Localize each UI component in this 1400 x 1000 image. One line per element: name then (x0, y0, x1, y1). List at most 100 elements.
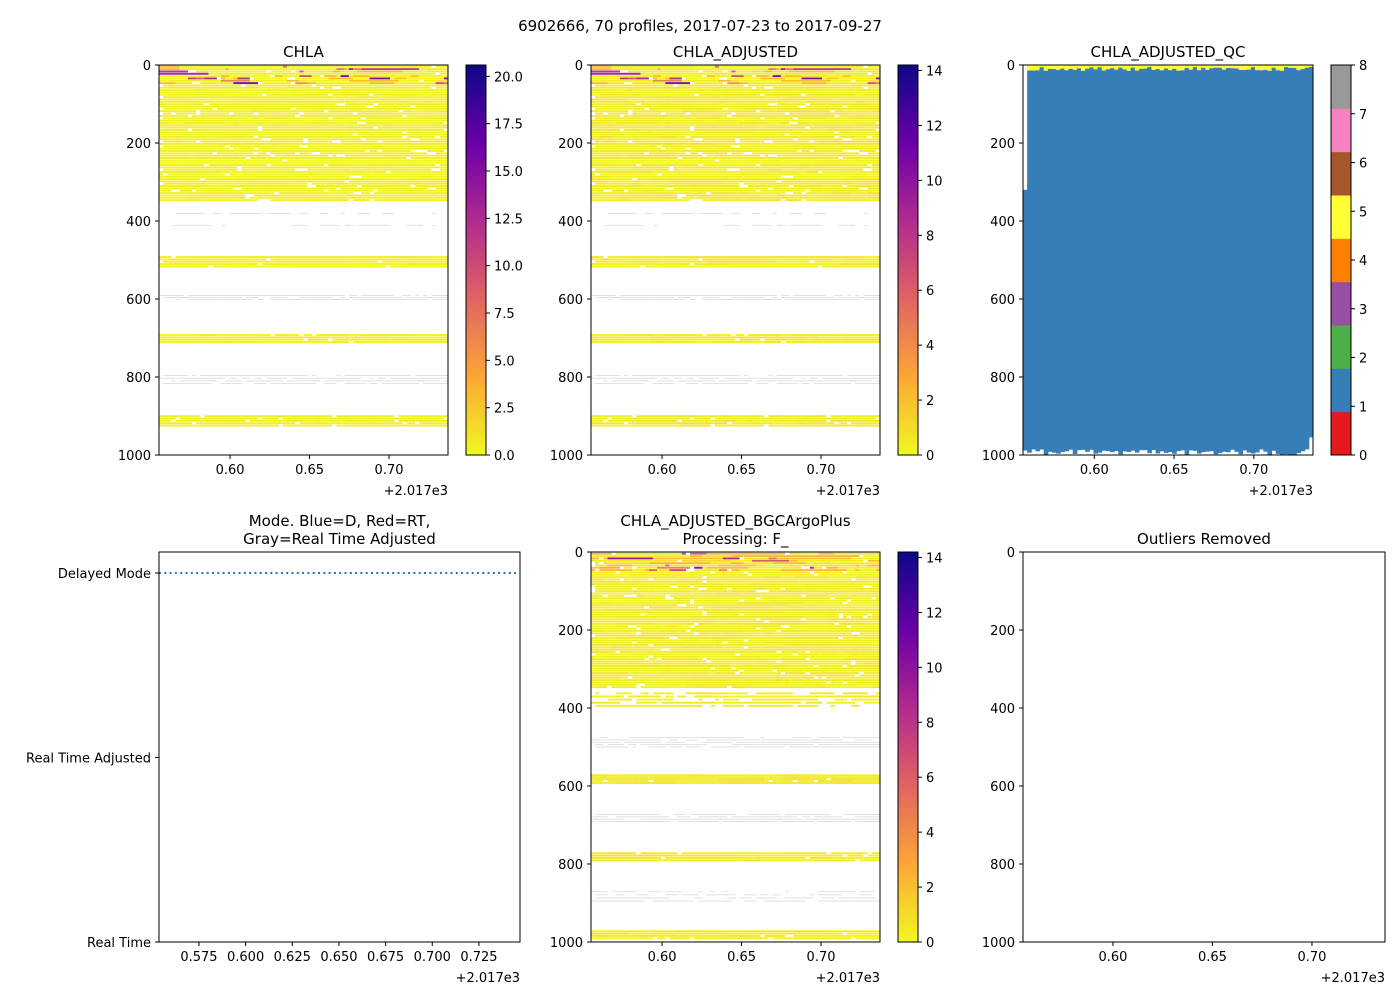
heatmap-cell (348, 75, 354, 78)
heatmap-cell (718, 140, 728, 143)
heatmap-cell (406, 98, 448, 101)
heatmap-cell (599, 341, 616, 344)
qc-cell (1230, 68, 1235, 450)
heatmap-cell (685, 576, 695, 579)
heatmap-cell (706, 576, 715, 579)
heatmap-cell (640, 164, 682, 166)
heatmap-cell (591, 552, 612, 555)
heatmap-cell (204, 145, 217, 148)
heatmap-cell (855, 739, 872, 741)
heatmap-cell (303, 105, 345, 108)
heatmap-cell (694, 173, 740, 176)
heatmap-cell (619, 334, 629, 336)
heatmap-cell (652, 79, 682, 82)
heatmap-cell (406, 173, 448, 176)
heatmap-cell (377, 121, 407, 124)
heatmap-cell (706, 260, 719, 263)
heatmap-cell (846, 585, 852, 588)
heatmap-cell (698, 415, 724, 418)
heatmap-cell (747, 669, 761, 672)
heatmap-cell (805, 679, 880, 682)
heatmap-cell (690, 89, 695, 92)
heatmap-cell (159, 164, 176, 166)
heatmap-cell (681, 632, 695, 635)
heatmap-cell (419, 84, 448, 87)
heatmap-cell (813, 260, 880, 263)
heatmap-cell (789, 665, 802, 667)
heatmap-cell (595, 704, 682, 707)
heatmap-cell (842, 171, 847, 173)
heatmap-cell (764, 778, 769, 781)
heatmap-cell (780, 187, 790, 190)
heatmap-cell (764, 776, 786, 779)
heatmap-cell (826, 422, 835, 425)
heatmap-cell (743, 601, 806, 604)
heatmap-cell (624, 646, 666, 649)
heatmap-cell (661, 672, 678, 675)
heatmap-cell (731, 224, 740, 226)
heatmap-cell (192, 128, 209, 131)
heatmap-cell (834, 295, 843, 296)
heatmap-cell (328, 110, 345, 113)
heatmap-cell (764, 780, 769, 783)
heatmap-cell (332, 178, 366, 180)
heatmap-cell (809, 341, 814, 344)
heatmap-cell (842, 65, 864, 68)
heatmap-cell (801, 79, 831, 82)
heatmap-cell (842, 662, 852, 665)
heatmap-cell (175, 180, 201, 183)
heatmap-cell (377, 126, 424, 129)
heatmap-cell (690, 597, 724, 600)
ytick-label: 400 (990, 702, 1015, 717)
heatmap-cell (233, 192, 242, 195)
heatmap-cell (739, 140, 748, 143)
heatmap-cell (591, 667, 600, 670)
heatmap-cell (632, 597, 637, 600)
heatmap-cell (690, 112, 715, 115)
heatmap-cell (822, 377, 835, 379)
xtick-label: 0.60 (648, 950, 677, 965)
heatmap-cell (694, 601, 732, 604)
heatmap-cell (192, 341, 226, 344)
colorbar-tick-label: 4 (926, 826, 934, 841)
heatmap-cell (591, 900, 645, 902)
heatmap-cell (344, 383, 366, 385)
heatmap-cell (159, 415, 172, 418)
heatmap-cell (702, 606, 711, 609)
heatmap-cell (282, 119, 304, 122)
heatmap-cell (245, 91, 254, 94)
heatmap-cell (636, 634, 658, 637)
heatmap-cell (315, 260, 345, 263)
heatmap-cell (591, 89, 604, 92)
heatmap-cell (805, 737, 810, 739)
heatmap-cell (427, 338, 448, 341)
qc-cell (1184, 65, 1190, 69)
heatmap-cell (200, 180, 209, 183)
heatmap-cell (710, 96, 719, 99)
qc-cell (1122, 65, 1128, 70)
heatmap-cell (723, 701, 802, 704)
heatmap-cell (171, 258, 188, 261)
heatmap-cell (731, 613, 740, 616)
heatmap-cell (591, 424, 678, 427)
heatmap-cell (328, 182, 349, 185)
heatmap-cell (673, 117, 695, 120)
heatmap-cell (694, 105, 728, 108)
heatmap-cell (216, 140, 287, 143)
heatmap-cell (591, 100, 641, 103)
heatmap-cell (743, 859, 761, 862)
heatmap-cell (851, 105, 880, 108)
heatmap-cell (867, 559, 880, 562)
heatmap-cell (764, 641, 794, 644)
heatmap-cell (665, 157, 678, 159)
heatmap-cell (834, 597, 852, 600)
heatmap-cell (768, 695, 790, 698)
heatmap-cell (628, 135, 658, 138)
heatmap-cell (175, 299, 180, 300)
heatmap-cell (591, 131, 612, 134)
heatmap-cell (229, 86, 259, 89)
heatmap-cell (212, 72, 226, 75)
heatmap-cell (735, 695, 753, 698)
heatmap-cell (842, 135, 856, 138)
heatmap-cell (809, 377, 819, 379)
